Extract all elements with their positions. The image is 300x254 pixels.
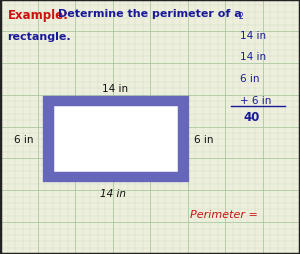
Text: 6 in: 6 in: [14, 134, 33, 144]
Text: Example:: Example:: [8, 9, 68, 22]
Text: Perimeter =: Perimeter =: [190, 210, 258, 219]
Text: 2: 2: [238, 12, 243, 21]
Text: 14 in: 14 in: [240, 30, 266, 40]
Text: 14 in: 14 in: [240, 52, 266, 62]
Text: 6 in: 6 in: [240, 74, 260, 84]
Bar: [46, 100, 184, 178]
Text: 40: 40: [243, 110, 260, 123]
Bar: [52, 105, 179, 173]
Text: 6 in: 6 in: [194, 134, 213, 144]
Text: rectangle.: rectangle.: [8, 32, 71, 42]
Text: 14 in: 14 in: [100, 188, 125, 198]
Text: 14 in: 14 in: [102, 84, 129, 94]
Text: Determine the perimeter of a: Determine the perimeter of a: [58, 9, 242, 19]
Text: + 6 in: + 6 in: [240, 95, 272, 105]
